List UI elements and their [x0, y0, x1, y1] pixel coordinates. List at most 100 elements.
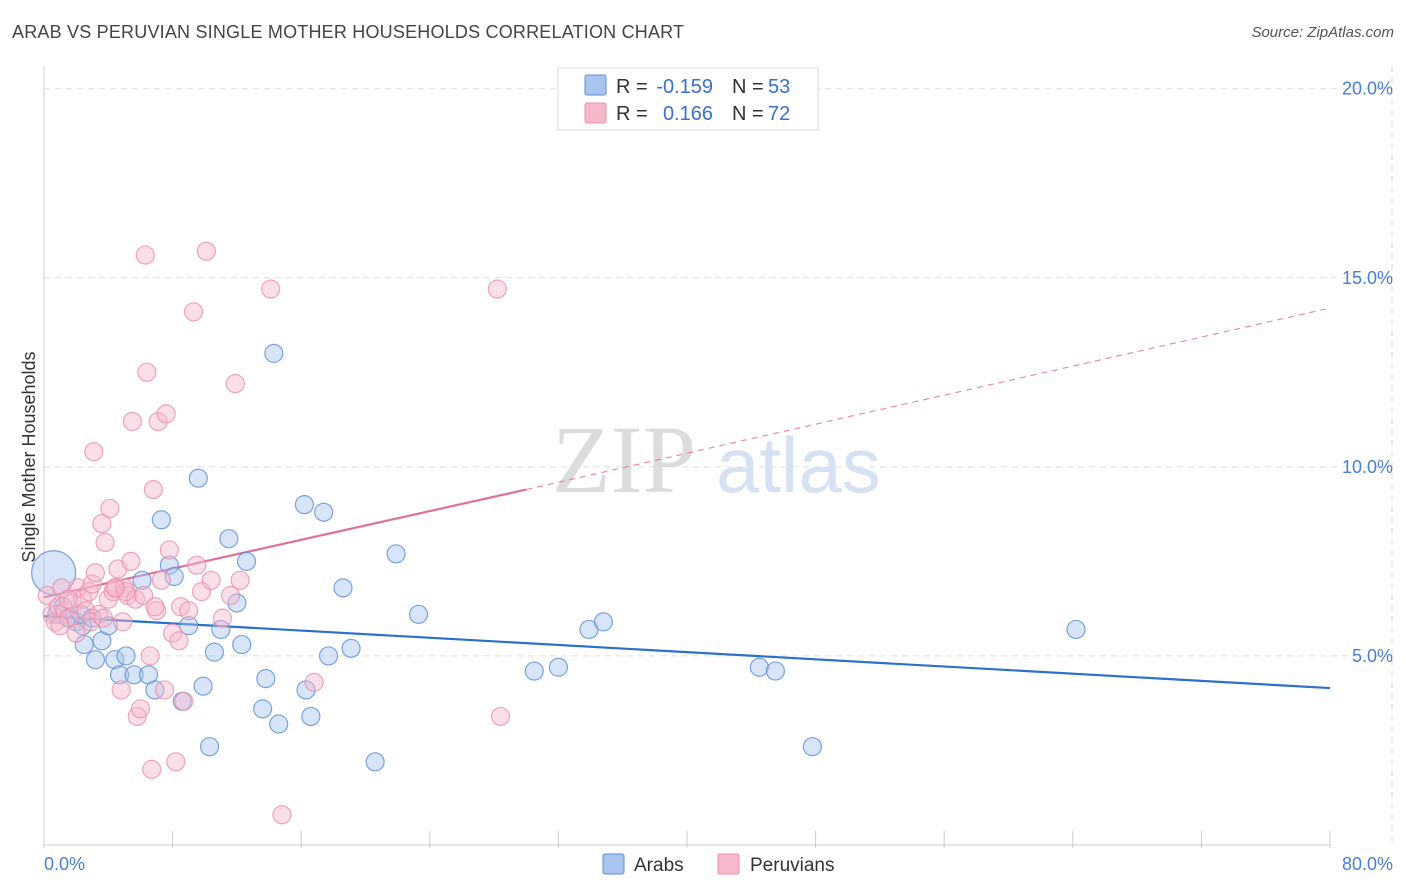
point-arabs-42[interactable]	[333, 578, 353, 598]
point-arabs-40[interactable]	[314, 502, 334, 522]
point-peruvians-69[interactable]	[145, 597, 165, 617]
point-arabs-13[interactable]	[109, 665, 130, 685]
point-peruvians-57[interactable]	[220, 585, 241, 606]
series-label-peruvians[interactable]: Peruvians	[750, 855, 835, 876]
point-peruvians-45[interactable]	[163, 623, 183, 643]
point-peruvians-41[interactable]	[151, 570, 171, 590]
point-arabs-26[interactable]	[199, 737, 220, 757]
point-peruvians-66[interactable]	[81, 612, 101, 632]
point-arabs-50[interactable]	[593, 612, 614, 632]
point-peruvians-63[interactable]	[487, 279, 507, 299]
point-arabs-27[interactable]	[204, 642, 224, 662]
point-peruvians-25[interactable]	[113, 612, 133, 632]
point-arabs-51[interactable]	[749, 657, 769, 677]
point-arabs-32[interactable]	[236, 551, 257, 571]
point-arabs-30[interactable]	[227, 593, 247, 613]
point-arabs-29[interactable]	[219, 529, 239, 549]
point-arabs-41[interactable]	[318, 646, 339, 666]
point-peruvians-29[interactable]	[122, 411, 143, 432]
point-peruvians-62[interactable]	[304, 672, 324, 692]
point-arabs-31[interactable]	[232, 634, 252, 655]
point-arabs-48[interactable]	[548, 657, 569, 677]
legend-r-value-peruvians: 0.166	[663, 103, 713, 125]
point-arabs-35[interactable]	[264, 343, 284, 363]
point-arabs-52[interactable]	[765, 661, 786, 681]
y-tick-label-2: 15.0%	[1342, 268, 1393, 288]
point-peruvians-55[interactable]	[201, 570, 221, 590]
point-peruvians-11[interactable]	[76, 600, 96, 621]
point-peruvians-40[interactable]	[148, 411, 168, 432]
series-swatch-peruvians[interactable]	[717, 853, 740, 875]
series-swatch-arabs[interactable]	[602, 853, 625, 875]
point-peruvians-24[interactable]	[111, 680, 131, 700]
point-peruvians-34[interactable]	[135, 245, 155, 265]
point-peruvians-52[interactable]	[187, 555, 207, 575]
point-arabs-20[interactable]	[159, 555, 179, 575]
point-peruvians-59[interactable]	[230, 570, 250, 590]
series-peruvians	[37, 241, 511, 825]
point-arabs-46[interactable]	[408, 604, 429, 624]
point-peruvians-4[interactable]	[52, 578, 72, 598]
point-peruvians-14[interactable]	[85, 563, 106, 583]
point-peruvians-42[interactable]	[154, 680, 175, 700]
point-peruvians-64[interactable]	[490, 706, 511, 727]
point-peruvians-61[interactable]	[272, 805, 292, 825]
point-peruvians-18[interactable]	[95, 532, 115, 553]
point-arabs-38[interactable]	[296, 680, 316, 700]
point-peruvians-43[interactable]	[156, 404, 176, 424]
point-peruvians-17[interactable]	[92, 513, 112, 534]
point-arabs-39[interactable]	[301, 706, 321, 727]
point-arabs-44[interactable]	[365, 752, 385, 772]
point-peruvians-58[interactable]	[225, 374, 245, 394]
point-arabs-33[interactable]	[253, 699, 273, 719]
point-peruvians-60[interactable]	[261, 279, 281, 299]
point-arabs-47[interactable]	[524, 661, 544, 681]
point-peruvians-70[interactable]	[105, 578, 125, 598]
point-peruvians-65[interactable]	[50, 616, 70, 636]
point-peruvians-8[interactable]	[66, 623, 86, 643]
point-peruvians-67[interactable]	[93, 608, 114, 628]
point-arabs-34[interactable]	[256, 669, 276, 689]
point-peruvians-20[interactable]	[100, 498, 120, 519]
point-arabs-9[interactable]	[85, 650, 106, 670]
point-peruvians-37[interactable]	[142, 759, 162, 779]
point-peruvians-32[interactable]	[130, 699, 151, 719]
point-peruvians-38[interactable]	[143, 479, 163, 500]
point-arabs-24[interactable]	[188, 468, 208, 488]
point-arabs-15[interactable]	[124, 665, 144, 685]
point-peruvians-49[interactable]	[174, 691, 194, 711]
y-tick-label-1: 10.0%	[1342, 457, 1393, 477]
point-peruvians-13[interactable]	[82, 574, 102, 594]
point-arabs-25[interactable]	[193, 676, 213, 696]
point-arabs-18[interactable]	[145, 680, 165, 700]
point-peruvians-68[interactable]	[116, 582, 136, 602]
point-peruvians-71[interactable]	[58, 589, 78, 609]
point-peruvians-15[interactable]	[84, 442, 104, 462]
point-arabs-54[interactable]	[1066, 619, 1086, 640]
point-arabs-16[interactable]	[132, 570, 152, 590]
point-peruvians-36[interactable]	[140, 646, 160, 666]
series-label-arabs[interactable]: Arabs	[634, 855, 684, 876]
point-peruvians-54[interactable]	[196, 241, 216, 261]
point-peruvians-35[interactable]	[137, 362, 157, 382]
point-peruvians-51[interactable]	[183, 302, 204, 322]
point-peruvians-10[interactable]	[72, 589, 93, 609]
point-arabs-19[interactable]	[151, 510, 171, 530]
point-arabs-37[interactable]	[294, 495, 315, 515]
point-arabs-43[interactable]	[341, 638, 361, 658]
point-arabs-53[interactable]	[802, 737, 822, 757]
point-peruvians-47[interactable]	[169, 631, 189, 651]
point-peruvians-28[interactable]	[121, 551, 141, 571]
point-peruvians-50[interactable]	[179, 600, 199, 621]
point-arabs-12[interactable]	[105, 650, 125, 670]
point-peruvians-56[interactable]	[212, 608, 233, 628]
point-arabs-45[interactable]	[386, 544, 406, 564]
point-arabs-21[interactable]	[164, 566, 184, 587]
point-arabs-23[interactable]	[179, 616, 199, 636]
point-arabs-36[interactable]	[269, 714, 289, 734]
point-arabs-0[interactable]	[31, 550, 77, 596]
point-peruvians-44[interactable]	[159, 540, 179, 560]
point-arabs-14[interactable]	[116, 646, 136, 666]
point-peruvians-46[interactable]	[166, 752, 186, 772]
